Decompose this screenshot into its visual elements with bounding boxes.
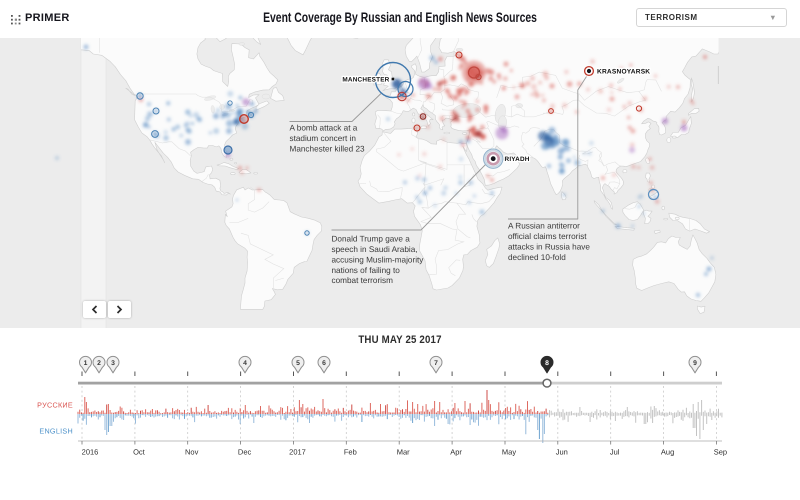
svg-text:combat terrorism: combat terrorism	[332, 276, 394, 285]
svg-text:Oct: Oct	[133, 448, 146, 457]
svg-text:Sep: Sep	[714, 448, 727, 457]
svg-text:Jun: Jun	[556, 448, 568, 457]
svg-text:A bomb attack at a: A bomb attack at a	[290, 124, 358, 133]
svg-text:РУССКИЕ: РУССКИЕ	[37, 401, 73, 410]
svg-text:RIYADH: RIYADH	[505, 156, 530, 163]
svg-text:3: 3	[111, 360, 115, 367]
svg-text:official claims terrorist: official claims terrorist	[508, 232, 587, 241]
svg-text:Apr: Apr	[450, 448, 462, 457]
svg-text:Jul: Jul	[610, 448, 620, 457]
svg-text:2: 2	[97, 360, 101, 367]
svg-text:6: 6	[322, 360, 326, 367]
svg-text:accusing Muslim-majority: accusing Muslim-majority	[332, 255, 425, 264]
svg-text:8: 8	[545, 360, 549, 367]
svg-text:declined 10-fold: declined 10-fold	[508, 253, 566, 262]
svg-text:4: 4	[243, 360, 247, 367]
svg-text:MANCHESTER: MANCHESTER	[342, 77, 389, 84]
svg-text:Manchester killed 23: Manchester killed 23	[290, 144, 366, 153]
svg-text:stadium concert in: stadium concert in	[290, 134, 357, 143]
svg-text:attacks in Russia have: attacks in Russia have	[508, 242, 590, 251]
svg-text:Mar: Mar	[397, 448, 410, 457]
svg-text:1: 1	[84, 360, 88, 367]
svg-text:ENGLISH: ENGLISH	[39, 427, 73, 436]
svg-text:5: 5	[296, 360, 300, 367]
svg-text:2017: 2017	[289, 448, 306, 457]
svg-text:nations of failing to: nations of failing to	[332, 266, 401, 275]
svg-text:Aug: Aug	[661, 448, 674, 457]
svg-text:7: 7	[434, 360, 438, 367]
svg-text:KRASNOYARSK: KRASNOYARSK	[597, 69, 650, 76]
svg-text:Donald Trump gave a: Donald Trump gave a	[332, 235, 411, 244]
svg-text:May: May	[502, 448, 516, 457]
svg-text:2016: 2016	[82, 448, 99, 457]
svg-text:Nov: Nov	[185, 448, 199, 457]
svg-text:Dec: Dec	[238, 448, 252, 457]
svg-text:Feb: Feb	[344, 448, 357, 457]
svg-text:9: 9	[693, 360, 697, 367]
svg-text:speech in Saudi Arabia,: speech in Saudi Arabia,	[332, 245, 418, 254]
svg-text:A Russian antiterror: A Russian antiterror	[508, 222, 580, 231]
